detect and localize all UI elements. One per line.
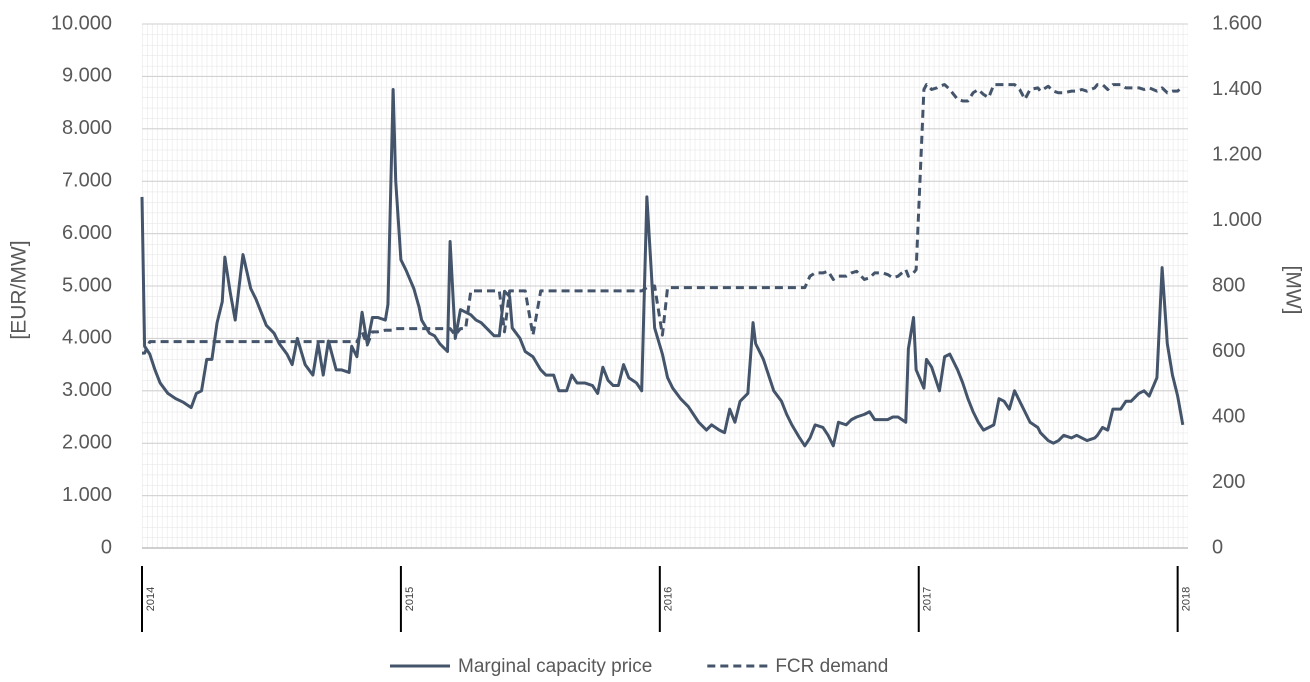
x-tick-label: 2017	[922, 587, 934, 611]
y-tick-label: 7.000	[62, 169, 112, 191]
y-tick-label: 1.000	[62, 484, 112, 506]
y-tick-label: 0	[101, 536, 112, 558]
x-tick-label: 2015	[404, 587, 416, 611]
y-tick-label: 8.000	[62, 117, 112, 139]
y-tick-label: 6.000	[62, 222, 112, 244]
y2-tick-label: 600	[1212, 340, 1245, 362]
y2-tick-label: 1.000	[1212, 209, 1262, 231]
y2-tick-label: 800	[1212, 274, 1245, 296]
y2-tick-label: 200	[1212, 471, 1245, 493]
y2-tick-label: 1.200	[1212, 143, 1262, 165]
legend-label: FCR demand	[775, 656, 888, 677]
y2-tick-label: 0	[1212, 536, 1223, 558]
y-axis-title: [EUR/MW]	[8, 240, 31, 339]
y2-axis-title: [MW]	[1281, 266, 1304, 315]
y2-tick-label: 1.400	[1212, 78, 1262, 100]
x-tick-label: 2014	[145, 587, 157, 611]
x-tick-label: 2016	[663, 587, 675, 611]
legend-label: Marginal capacity price	[458, 656, 652, 677]
series-line	[140, 88, 1185, 448]
series-line	[142, 83, 1184, 355]
y2-tick-label: 1.600	[1212, 12, 1262, 34]
y-tick-label: 3.000	[62, 379, 112, 401]
y-tick-label: 10.000	[51, 12, 112, 34]
y-tick-label: 2.000	[62, 431, 112, 453]
y-tick-label: 5.000	[62, 274, 112, 296]
x-tick-label: 2018	[1181, 587, 1193, 611]
y-tick-label: 9.000	[62, 65, 112, 87]
y-tick-label: 4.000	[62, 327, 112, 349]
y2-tick-label: 400	[1212, 405, 1245, 427]
